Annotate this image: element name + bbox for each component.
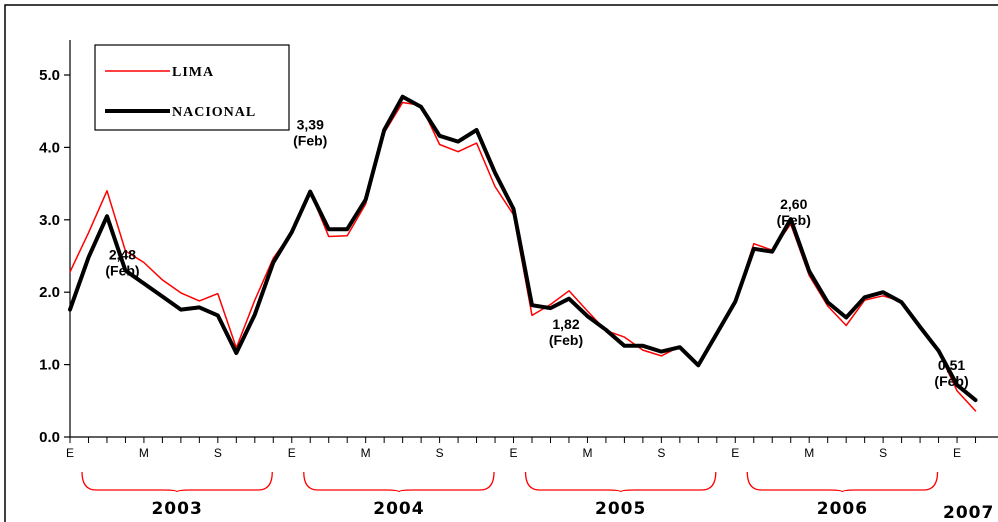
year-bracket [746,471,939,493]
year-label: 2007 [943,503,994,522]
year-bracket [524,471,717,493]
year-label: 2006 [817,499,868,519]
year-bracket [81,471,273,493]
x-tick-label: E [66,446,74,460]
year-label: 2005 [595,499,646,519]
legend-label-nacional: NACIONAL [172,105,256,120]
annotation-month: (Feb) [934,373,968,389]
annotation-value: 2,48 [109,246,136,262]
legend-label-lima: LIMA [172,65,214,80]
x-tick-label: S [214,446,222,460]
year-label: 2004 [373,499,424,519]
annotation-month: (Feb) [105,262,139,278]
x-tick-label: S [657,446,665,460]
x-tick-label: S [436,446,444,460]
y-tick-label: 1.0 [39,357,60,374]
x-tick-label: E [731,446,739,460]
x-tick-label: M [804,446,814,460]
year-bracket [303,471,495,493]
y-tick-label: 0.0 [39,429,60,446]
annotation-month: (Feb) [293,133,327,149]
y-tick-label: 3.0 [39,212,60,229]
legend: LIMA NACIONAL [94,44,290,131]
legend-box [94,44,290,131]
annotation-month: (Feb) [777,212,811,228]
x-tick-label: M [361,446,371,460]
annotation-value: 1,82 [552,316,579,332]
y-tick-label: 4.0 [39,139,60,156]
series-line-nacional [68,94,978,403]
annotation-value: 0,51 [938,357,965,373]
x-tick-label: E [510,446,518,460]
x-tick-label: M [582,446,592,460]
annotation-value: 3,39 [297,117,324,133]
x-tick-label: E [288,446,296,460]
y-tick-label: 5.0 [39,67,60,84]
x-tick-label: E [953,446,961,460]
annotation-month: (Feb) [549,332,583,348]
x-tick-label: M [139,446,149,460]
y-tick-label: 2.0 [39,284,60,301]
annotation-value: 2,60 [780,196,807,212]
x-tick-label: S [879,446,887,460]
year-label: 2003 [151,499,202,519]
